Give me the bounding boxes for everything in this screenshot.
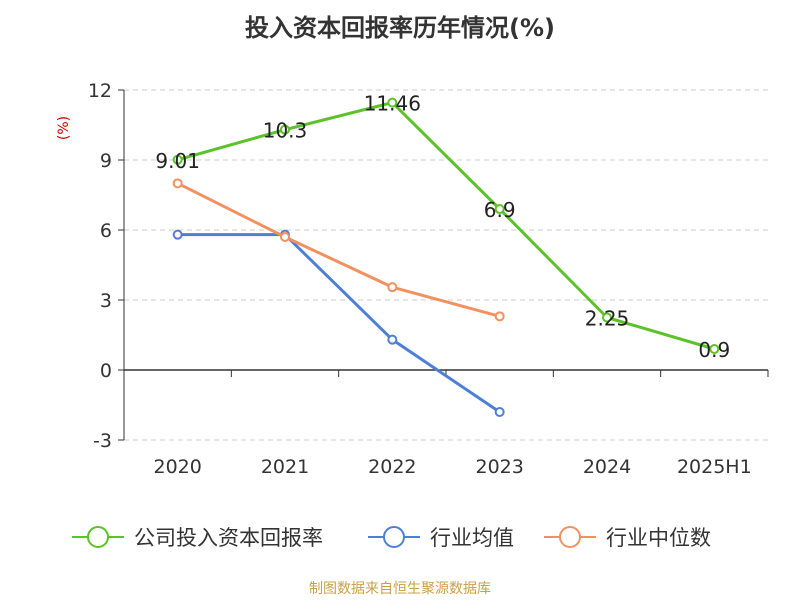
x-tick-label: 2020 [153, 456, 201, 478]
data-point [494, 204, 505, 214]
y-tick-label: 0 [100, 360, 112, 382]
y-axis-unit-label: (%) [56, 116, 72, 140]
data-label: 0.9 [698, 338, 730, 362]
series-line-2 [176, 181, 501, 318]
data-source-note: 制图数据来自恒生聚源数据库 [309, 581, 491, 597]
legend-marker [87, 526, 109, 548]
series-line-0 [177, 101, 715, 351]
data-point [280, 124, 290, 135]
x-tick-label: 2023 [475, 456, 523, 478]
y-tick-label: 12 [88, 80, 112, 102]
data-label: 2.25 [585, 307, 630, 331]
x-tick-label: 2022 [368, 456, 416, 478]
y-tick-label: -3 [93, 430, 112, 452]
data-point [709, 344, 720, 354]
y-tick-label: 3 [100, 290, 112, 312]
chart-title: 投入资本回报率历年情况(%) [245, 14, 555, 42]
legend-label: 行业中位数 [606, 526, 711, 550]
data-label: 10.3 [263, 119, 308, 143]
data-label: 11.46 [364, 92, 421, 116]
data-point [172, 154, 183, 165]
data-point [387, 282, 398, 293]
legend-marker [559, 526, 581, 548]
legend-label: 公司投入资本回报率 [134, 526, 323, 550]
x-tick-label: 2025H1 [677, 456, 752, 478]
y-tick-label: 6 [100, 220, 112, 242]
data-point [172, 229, 183, 240]
y-tick-label: 9 [100, 150, 112, 172]
data-point [494, 407, 505, 417]
x-tick-label: 2024 [583, 456, 631, 478]
legend-marker [383, 526, 405, 548]
data-label: 6.9 [484, 198, 516, 222]
data-label: 9.01 [155, 149, 200, 173]
series-line-1 [177, 233, 501, 414]
data-point [494, 311, 505, 322]
data-point [172, 178, 183, 189]
data-point [387, 334, 398, 345]
x-tick-label: 2021 [261, 456, 309, 478]
data-point [387, 97, 398, 108]
data-point [602, 312, 612, 323]
data-point [280, 232, 290, 242]
legend-label: 行业均值 [430, 526, 514, 550]
